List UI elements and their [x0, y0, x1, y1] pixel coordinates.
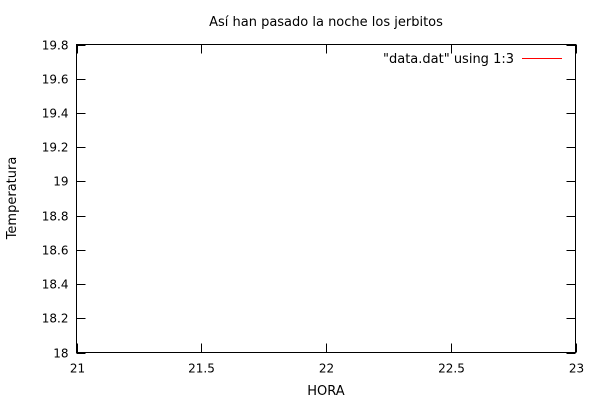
y-tick-label: 19.6	[42, 73, 69, 87]
x-axis-ticks: 21 21.5 22 22.5 23	[70, 44, 584, 376]
x-tick-label: 23	[569, 362, 584, 376]
y-tick-label: 19.2	[42, 141, 69, 155]
x-axis-title: HORA	[307, 384, 345, 399]
legend-label: "data.dat" using 1:3	[383, 52, 514, 67]
y-tick-label: 19	[53, 175, 68, 189]
y-tick-label: 18.4	[42, 278, 69, 292]
y-tick-label: 19.4	[42, 107, 69, 121]
y-axis-ticks: 18 18.2 18.4 18.6 18.8 19 19.2 19.4 19.6 19.8	[42, 39, 576, 361]
y-tick-label: 18.8	[42, 210, 69, 224]
x-tick-label: 21.5	[188, 362, 215, 376]
x-tick-label: 21	[70, 362, 85, 376]
y-axis-title: Temperatura	[5, 157, 20, 241]
x-tick-label: 22	[319, 362, 334, 376]
plot-area-border	[76, 44, 576, 353]
y-tick-label: 19.8	[42, 39, 69, 53]
x-tick-label: 22.5	[438, 362, 465, 376]
y-tick-label: 18.6	[42, 244, 69, 258]
legend: "data.dat" using 1:3	[383, 52, 562, 67]
y-tick-label: 18	[53, 347, 68, 361]
chart-title: Así han pasado la noche los jerbitos	[209, 15, 443, 30]
y-tick-label: 18.2	[42, 312, 69, 326]
